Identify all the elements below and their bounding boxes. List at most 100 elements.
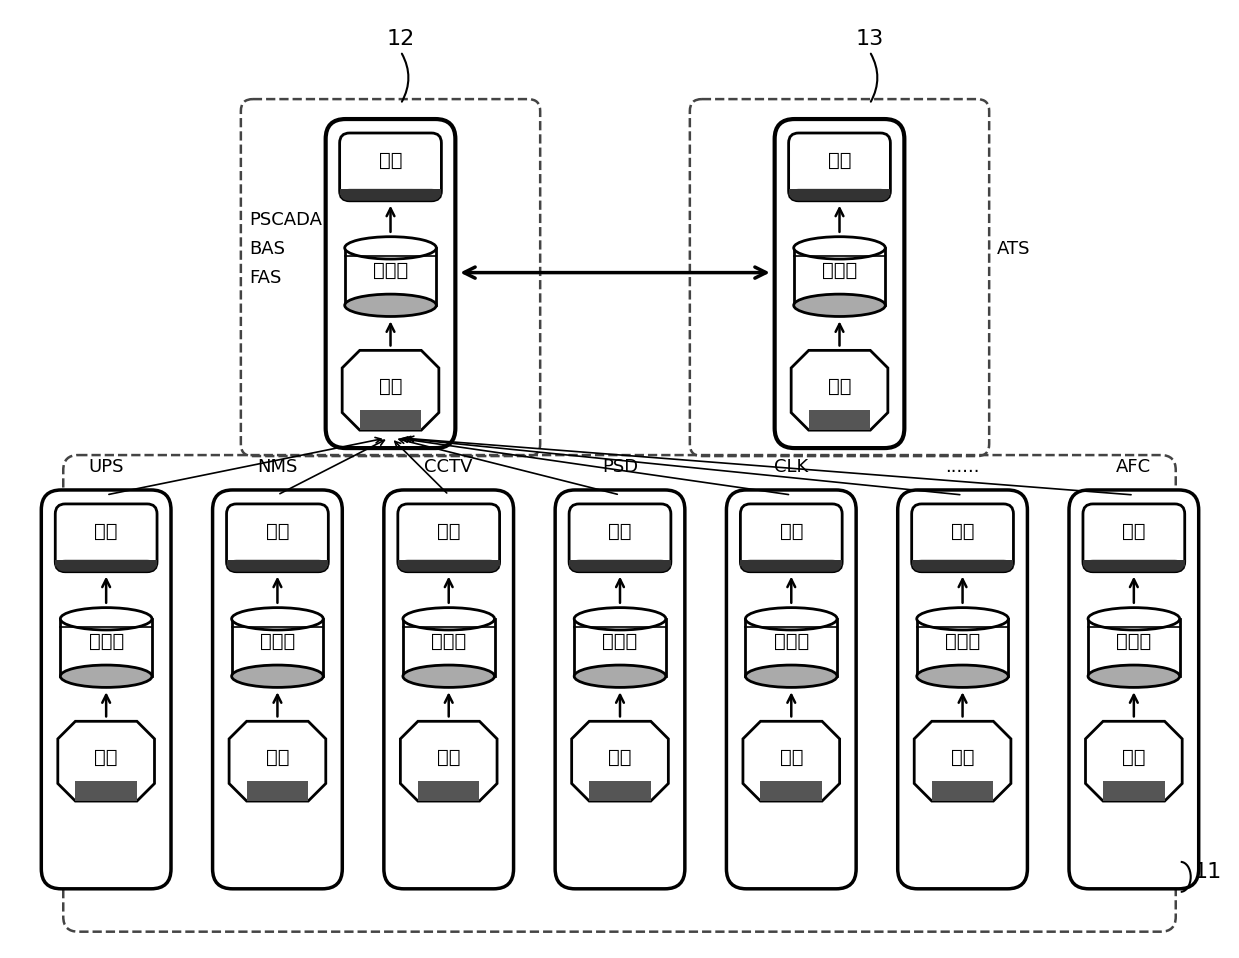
Polygon shape: [229, 721, 326, 801]
Text: 设备: 设备: [608, 747, 632, 766]
FancyBboxPatch shape: [912, 504, 1014, 572]
Polygon shape: [418, 781, 479, 801]
FancyBboxPatch shape: [741, 504, 843, 572]
Text: 数据库: 数据库: [1116, 631, 1151, 650]
Text: UPS: UPS: [88, 458, 124, 476]
Bar: [574, 619, 665, 676]
Text: 系统: 系统: [94, 522, 118, 541]
Text: 11: 11: [1193, 862, 1222, 882]
Bar: [1088, 619, 1180, 676]
Bar: [403, 619, 494, 676]
Polygon shape: [743, 721, 840, 801]
Text: 数据库: 数据库: [821, 261, 857, 280]
Bar: [794, 248, 886, 306]
Ellipse shape: [794, 294, 886, 316]
Text: 系统: 系统: [950, 522, 974, 541]
Text: 系统: 系统: [265, 522, 289, 541]
Text: 设备: 设备: [437, 747, 461, 766]
Polygon shape: [792, 351, 888, 430]
Text: 设备: 设备: [828, 376, 851, 396]
Text: 数据库: 数据库: [945, 631, 980, 650]
Text: 系统: 系统: [1123, 522, 1146, 541]
Bar: [339, 189, 441, 194]
Bar: [569, 559, 670, 566]
Text: 系统: 系统: [608, 522, 632, 541]
Text: 设备: 设备: [779, 747, 803, 766]
Bar: [344, 248, 436, 306]
Ellipse shape: [574, 665, 665, 688]
Ellipse shape: [574, 607, 665, 630]
Bar: [232, 619, 323, 676]
Bar: [746, 619, 838, 676]
Polygon shape: [400, 721, 497, 801]
Polygon shape: [761, 781, 821, 801]
FancyBboxPatch shape: [398, 504, 499, 572]
Polygon shape: [932, 781, 994, 801]
Polygon shape: [809, 410, 870, 430]
FancyBboxPatch shape: [41, 490, 171, 889]
FancyBboxPatch shape: [898, 490, 1027, 889]
FancyBboxPatch shape: [56, 559, 157, 572]
Polygon shape: [1085, 721, 1182, 801]
Text: 数据库: 数据库: [373, 261, 408, 280]
FancyBboxPatch shape: [227, 504, 328, 572]
Polygon shape: [571, 721, 668, 801]
FancyBboxPatch shape: [555, 490, 685, 889]
Bar: [61, 619, 152, 676]
Text: CCTV: CCTV: [425, 458, 473, 476]
FancyBboxPatch shape: [339, 189, 441, 201]
FancyBboxPatch shape: [726, 490, 856, 889]
Polygon shape: [359, 410, 421, 430]
Polygon shape: [247, 781, 309, 801]
FancyBboxPatch shape: [569, 504, 670, 572]
Ellipse shape: [917, 607, 1009, 630]
Ellipse shape: [232, 607, 323, 630]
Ellipse shape: [403, 607, 494, 630]
Text: 数据库: 数据库: [773, 631, 809, 650]
Text: ATS: ATS: [997, 240, 1031, 258]
FancyBboxPatch shape: [569, 559, 670, 572]
Text: CLK: CLK: [774, 458, 808, 476]
Polygon shape: [76, 781, 138, 801]
Bar: [788, 189, 891, 194]
FancyBboxPatch shape: [213, 490, 342, 889]
Ellipse shape: [61, 607, 152, 630]
Ellipse shape: [1088, 607, 1180, 630]
Bar: [398, 559, 499, 566]
Polygon shape: [58, 721, 155, 801]
Text: 系统: 系统: [437, 522, 461, 541]
Text: PSD: PSD: [602, 458, 638, 476]
Ellipse shape: [61, 665, 152, 688]
Ellipse shape: [232, 665, 323, 688]
Text: 数据库: 数据库: [431, 631, 466, 650]
Text: ......: ......: [945, 458, 980, 476]
Text: 数据库: 数据库: [88, 631, 124, 650]
Ellipse shape: [746, 607, 838, 630]
FancyBboxPatch shape: [1083, 504, 1184, 572]
Ellipse shape: [794, 237, 886, 259]
Text: 系统: 系统: [779, 522, 803, 541]
Ellipse shape: [917, 665, 1009, 688]
Text: 设备: 设备: [950, 747, 974, 766]
Bar: [912, 559, 1014, 566]
FancyBboxPatch shape: [1083, 559, 1184, 572]
FancyBboxPatch shape: [339, 133, 441, 201]
Text: PSCADA
BAS
FAS: PSCADA BAS FAS: [249, 211, 322, 287]
FancyBboxPatch shape: [1069, 490, 1198, 889]
Text: 设备: 设备: [265, 747, 289, 766]
Bar: [227, 559, 328, 566]
Bar: [56, 559, 157, 566]
FancyBboxPatch shape: [774, 119, 904, 448]
FancyBboxPatch shape: [227, 559, 328, 572]
Text: NMS: NMS: [258, 458, 297, 476]
Text: 12: 12: [387, 30, 415, 49]
Text: AFC: AFC: [1116, 458, 1151, 476]
Text: 设备: 设备: [1123, 747, 1146, 766]
Bar: [1083, 559, 1184, 566]
Text: 数据库: 数据库: [260, 631, 295, 650]
Text: 数据库: 数据库: [602, 631, 638, 650]
Ellipse shape: [746, 665, 838, 688]
FancyBboxPatch shape: [326, 119, 456, 448]
Polygon shape: [342, 351, 439, 430]
FancyBboxPatch shape: [56, 504, 157, 572]
